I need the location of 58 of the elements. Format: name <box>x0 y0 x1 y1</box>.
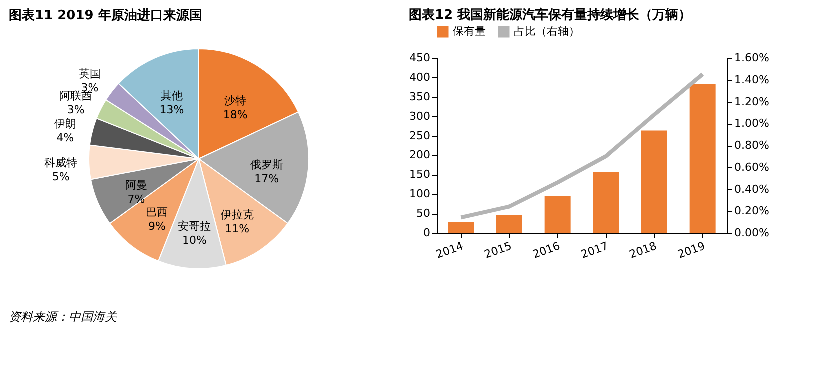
slice-label: 伊拉克 <box>220 208 254 222</box>
y-tick-label: 0 <box>424 226 430 240</box>
bar <box>448 222 474 233</box>
y-tick-label: 250 <box>410 129 430 142</box>
y2-tick-label: 1.20% <box>734 95 770 108</box>
y2-tick-label: 1.40% <box>734 73 770 86</box>
slice-label: 阿曼 <box>125 179 148 192</box>
bar <box>544 196 571 233</box>
y-tick-label: 400 <box>410 70 430 84</box>
y2-tick-label: 1.60% <box>734 52 770 64</box>
data-label: 3% <box>67 103 85 116</box>
x-tick-label: 2019 <box>676 240 707 262</box>
slice-label: 阿联酋 <box>60 89 93 102</box>
data-label: 18% <box>223 108 248 122</box>
y-tick-label: 50 <box>416 207 430 220</box>
y2-tick-label: 1.00% <box>734 117 770 130</box>
y-tick-label: 450 <box>410 52 430 64</box>
data-label: 10% <box>182 234 207 248</box>
y-tick-label: 200 <box>410 148 430 162</box>
slice-label: 英国 <box>78 67 101 80</box>
slice-label: 科威特 <box>44 156 78 170</box>
data-label: 9% <box>148 220 166 233</box>
x-tick-label: 2016 <box>531 240 562 262</box>
x-tick-label: 2017 <box>580 240 610 262</box>
x-tick-label: 2015 <box>482 240 514 262</box>
data-label: 7% <box>128 193 146 206</box>
x-tick-label: 2014 <box>434 240 466 262</box>
legend-label: 保有量 <box>453 25 486 38</box>
chart-title: 图表11 2019 年原油进口来源国 <box>9 8 202 24</box>
chart-title: 图表12 我国新能源汽车保有量持续增长（万辆） <box>409 7 692 23</box>
slice-label: 巴西 <box>146 206 168 219</box>
slice-label: 其他 <box>160 89 183 102</box>
slice-label: 俄罗斯 <box>250 158 284 172</box>
y2-tick-label: 0.20% <box>734 204 770 218</box>
y2-tick-label: 0.40% <box>734 182 770 196</box>
y-tick-label: 350 <box>410 90 430 104</box>
x-tick-label: 2018 <box>628 240 659 262</box>
bar <box>496 215 522 233</box>
data-label: 11% <box>225 222 250 236</box>
y-tick-label: 150 <box>410 168 430 182</box>
bar <box>593 172 620 233</box>
slice-label: 伊朗 <box>54 118 76 131</box>
y-tick-label: 300 <box>410 110 430 123</box>
legend-label: 占比（右轴） <box>514 25 580 38</box>
slice-label: 安哥拉 <box>178 220 212 234</box>
bar <box>690 84 716 233</box>
y2-tick-label: 0.60% <box>734 160 770 174</box>
data-label: 5% <box>52 170 70 184</box>
data-label: 4% <box>56 132 74 145</box>
data-label: 17% <box>254 172 280 186</box>
text: 资料来源：中国海关 <box>9 310 118 324</box>
y2-tick-label: 0.80% <box>734 139 770 152</box>
y-tick-label: 100 <box>410 188 430 201</box>
bar <box>642 130 668 233</box>
y2-tick-label: 0.00% <box>734 226 770 240</box>
slice-label: 沙特 <box>224 94 247 108</box>
line-series <box>459 72 705 220</box>
data-label: 13% <box>160 103 184 116</box>
